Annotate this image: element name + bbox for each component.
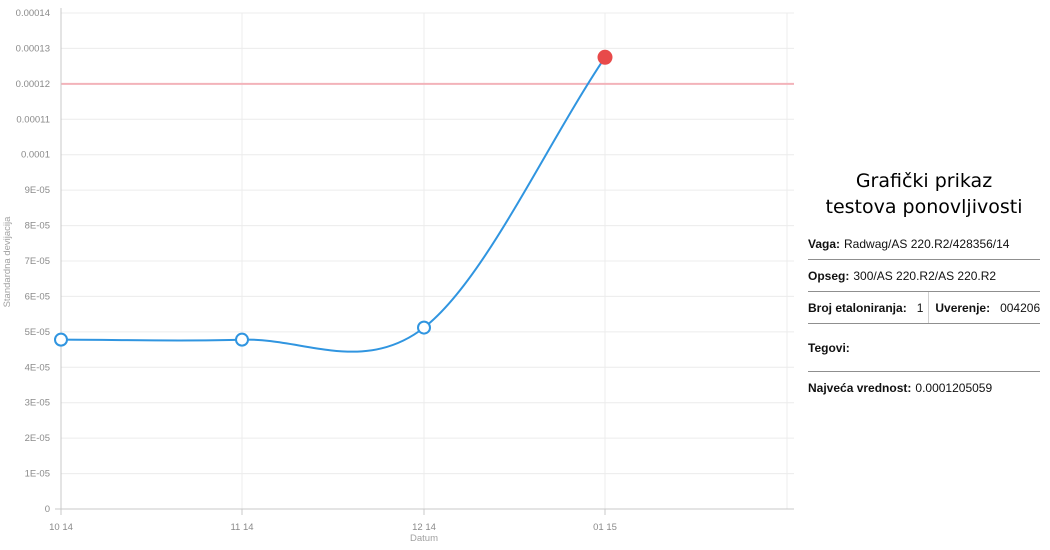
y-tick-label: 4E-05 xyxy=(25,362,50,373)
info-panel: Grafički prikaz testova ponovljivosti Va… xyxy=(808,168,1044,403)
vaga-row: Vaga: Radwag/AS 220.R2/428356/14 xyxy=(808,228,1040,260)
y-tick-label: 9E-05 xyxy=(25,185,50,196)
vaga-label: Vaga: xyxy=(808,236,841,251)
y-tick-label: 0.0001 xyxy=(21,150,50,161)
y-tick-label: 3E-05 xyxy=(25,398,50,409)
y-tick-label: 2E-05 xyxy=(25,433,50,444)
y-tick-label: 0.00011 xyxy=(16,114,50,125)
data-point[interactable] xyxy=(235,332,249,347)
opseg-row: Opseg: 300/AS 220.R2/AS 220.R2 xyxy=(808,260,1040,292)
y-tick-label: 0 xyxy=(45,504,50,515)
uverenje-value: 004206 xyxy=(1000,300,1041,315)
panel-title-line2: testova ponovljivosti xyxy=(825,196,1023,218)
y-tick-label: 6E-05 xyxy=(25,291,50,302)
repeatability-chart: 0 1E-05 2E-05 3E-05 4E-05 5E-05 6E-05 7E-05 8E-0… xyxy=(2,8,794,544)
vaga-value: Radwag/AS 220.R2/428356/14 xyxy=(844,236,1010,251)
x-tick-label: 12 14 xyxy=(412,522,436,533)
y-tick-label: 0.00014 xyxy=(16,8,50,19)
panel-title: Grafički prikaz testova ponovljivosti xyxy=(808,168,1044,220)
y-tick-label: 8E-05 xyxy=(25,221,50,232)
broj-row: Broj etaloniranja: 1 Uverenje: 004206 xyxy=(808,292,1040,324)
x-tick-label: 10 14 xyxy=(49,522,73,533)
y-tick-label: 7E-05 xyxy=(25,256,50,267)
broj-label: Broj etaloniranja: xyxy=(808,300,907,315)
x-tick-label: 01 15 xyxy=(593,522,617,533)
tegovi-row: Tegovi: xyxy=(808,324,1040,372)
x-tick-label: 11 14 xyxy=(230,522,253,533)
y-tick-label: 0.00013 xyxy=(16,43,50,54)
y-tick-label: 1E-05 xyxy=(25,469,50,480)
opseg-value: 300/AS 220.R2/AS 220.R2 xyxy=(853,268,997,283)
najveca-row: Najveća vrednost: 0.0001205059 xyxy=(808,372,1040,403)
uverenje-label: Uverenje: xyxy=(935,300,991,315)
broj-cell: Broj etaloniranja: 1 xyxy=(808,292,928,323)
najveca-value: 0.0001205059 xyxy=(915,380,993,395)
data-point-highlight[interactable] xyxy=(597,49,613,65)
x-axis-title: Datum xyxy=(410,533,438,544)
data-point[interactable] xyxy=(417,320,431,335)
y-tick-label: 0.00012 xyxy=(16,79,50,90)
broj-value: 1 xyxy=(916,300,924,315)
series-line xyxy=(60,56,606,353)
panel-title-line1: Grafički prikaz xyxy=(855,170,993,192)
opseg-label: Opseg: xyxy=(808,268,850,283)
tegovi-label: Tegovi: xyxy=(808,340,850,355)
najveca-label: Najveća vrednost: xyxy=(808,380,912,395)
y-axis-title: Standardna devijacija xyxy=(2,216,13,308)
data-point[interactable] xyxy=(54,332,68,347)
y-tick-label: 5E-05 xyxy=(25,327,50,338)
uverenje-cell: Uverenje: 004206 xyxy=(928,292,1040,323)
